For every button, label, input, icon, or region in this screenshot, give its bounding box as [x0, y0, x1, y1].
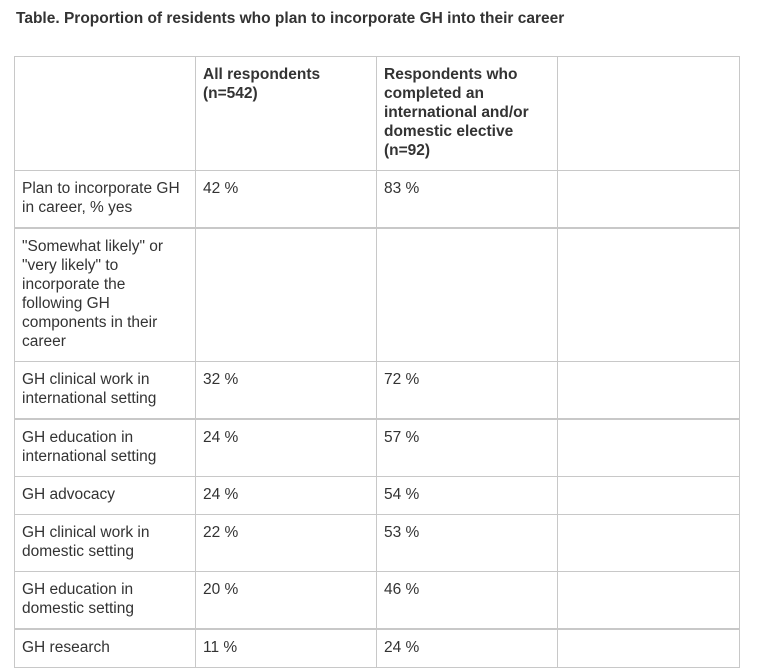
header-elective-respondents: Respondents who completed an internation… — [376, 56, 558, 171]
row-label: GH clinical work in domestic setting — [14, 514, 196, 572]
value-elective: 24 % — [376, 628, 558, 668]
value-extra — [557, 571, 740, 630]
row-label: GH education in international setting — [14, 418, 196, 477]
table-row: GH education in international setting 24… — [14, 418, 740, 477]
header-cell-empty — [14, 56, 196, 171]
table-row: GH clinical work in domestic setting 22 … — [14, 514, 740, 572]
row-label: Plan to incorporate GH in career, % yes — [14, 170, 196, 229]
value-extra — [557, 628, 740, 668]
value-all: 20 % — [195, 571, 377, 630]
table-header-row: All respondents (n=542) Respondents who … — [14, 56, 740, 171]
table-row: GH clinical work in international settin… — [14, 361, 740, 420]
value-elective: 46 % — [376, 571, 558, 630]
value-elective — [376, 227, 558, 362]
value-elective: 83 % — [376, 170, 558, 229]
value-elective: 57 % — [376, 418, 558, 477]
row-label: "Somewhat likely" or "very likely" to in… — [14, 227, 196, 362]
results-table: All respondents (n=542) Respondents who … — [14, 56, 740, 668]
value-extra — [557, 514, 740, 572]
value-all: 11 % — [195, 628, 377, 668]
value-elective: 54 % — [376, 476, 558, 515]
value-extra — [557, 361, 740, 420]
value-extra — [557, 418, 740, 477]
row-label: GH advocacy — [14, 476, 196, 515]
table-row: GH research 11 % 24 % — [14, 628, 740, 668]
header-all-respondents: All respondents (n=542) — [195, 56, 377, 171]
value-extra — [557, 227, 740, 362]
value-all: 32 % — [195, 361, 377, 420]
table-row: GH advocacy 24 % 54 % — [14, 476, 740, 515]
table-row: "Somewhat likely" or "very likely" to in… — [14, 227, 740, 362]
header-cell-extra — [557, 56, 740, 171]
row-label: GH clinical work in international settin… — [14, 361, 196, 420]
value-all: 42 % — [195, 170, 377, 229]
row-label: GH research — [14, 628, 196, 668]
value-all: 24 % — [195, 476, 377, 515]
value-elective: 72 % — [376, 361, 558, 420]
row-label: GH education in domestic setting — [14, 571, 196, 630]
table-row: GH education in domestic setting 20 % 46… — [14, 571, 740, 630]
table-row: Plan to incorporate GH in career, % yes … — [14, 170, 740, 229]
value-all — [195, 227, 377, 362]
value-elective: 53 % — [376, 514, 558, 572]
value-extra — [557, 476, 740, 515]
value-all: 24 % — [195, 418, 377, 477]
value-extra — [557, 170, 740, 229]
table-caption: Table. Proportion of residents who plan … — [16, 10, 565, 27]
value-all: 22 % — [195, 514, 377, 572]
